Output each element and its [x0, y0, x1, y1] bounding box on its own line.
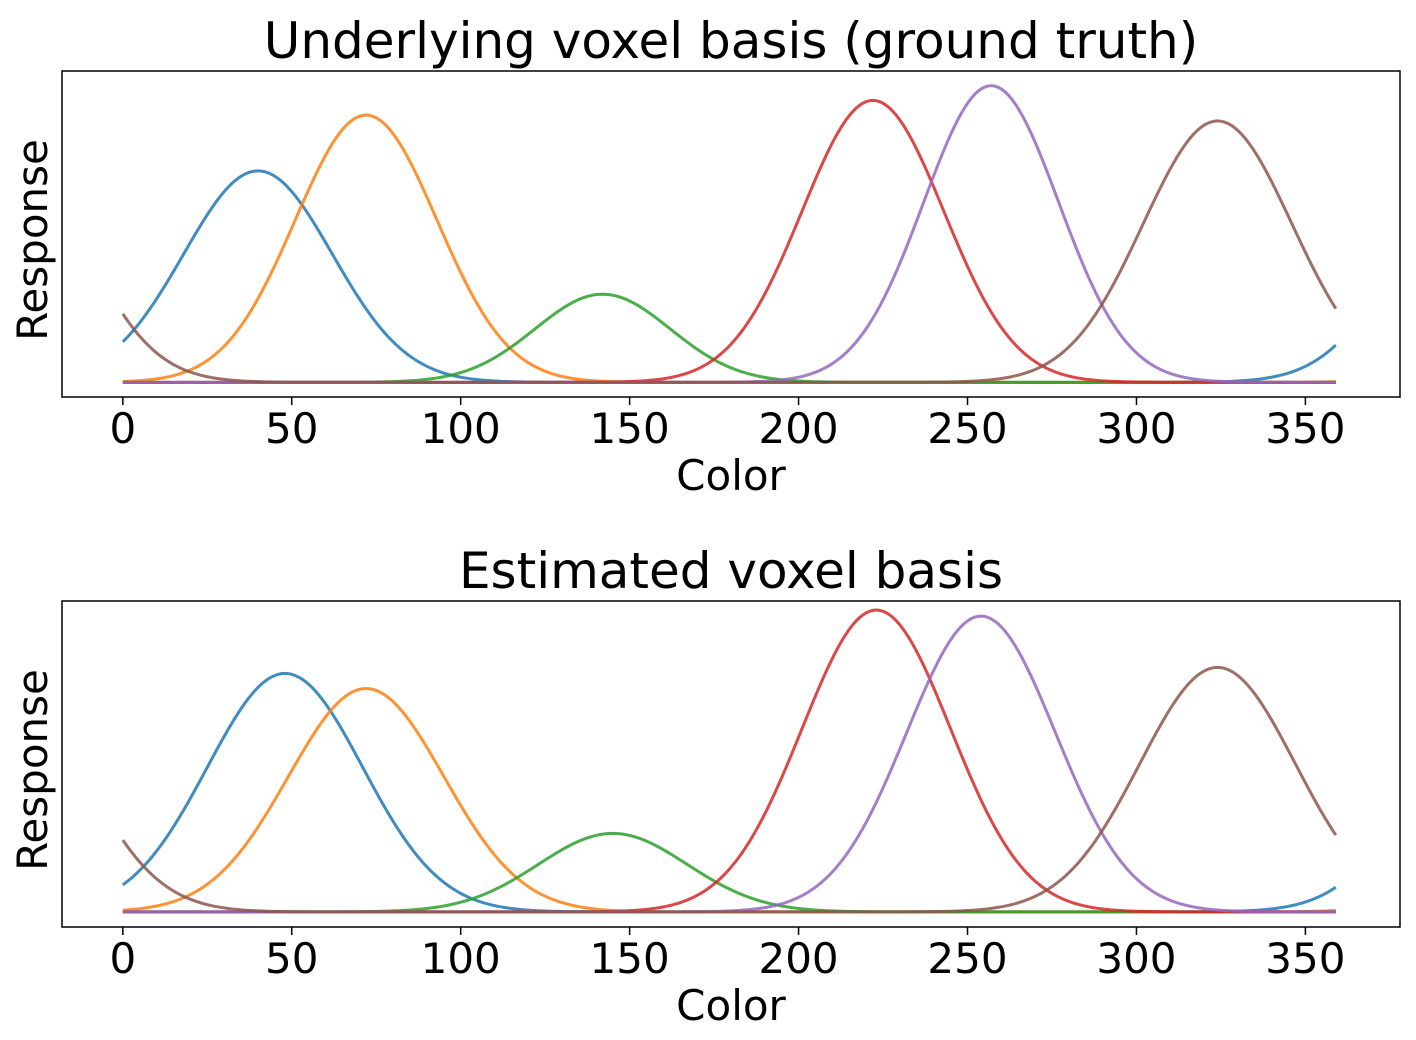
x-tick-label: 150: [590, 934, 670, 983]
x-tick-label: 50: [265, 404, 318, 453]
series-line-5: [122, 84, 1336, 384]
x-axis: 0 50 100 150 200 250 300 350: [109, 397, 1345, 453]
chart-title: Underlying voxel basis (ground truth): [264, 12, 1199, 70]
x-axis-label: Color: [676, 451, 786, 500]
series-group: [121, 608, 1338, 914]
series-line-3: [122, 831, 1336, 914]
plot-frame: [61, 600, 1401, 928]
chart-ground-truth: Underlying voxel basis (ground truth) 0 5…: [8, 12, 1401, 500]
x-tick-label: 300: [1096, 404, 1176, 453]
chart-title: Estimated voxel basis: [459, 542, 1003, 600]
x-tick-label: 350: [1265, 404, 1345, 453]
series-line-6: [121, 665, 1338, 914]
chart-estimated: Estimated voxel basis 0 50 100 150 200 250 300…: [8, 542, 1401, 1030]
x-tick-label: 200: [758, 404, 838, 453]
x-axis-label: Color: [676, 981, 786, 1030]
y-axis-label: Response: [8, 139, 57, 341]
series-line-1: [121, 671, 1337, 914]
x-tick-label: 100: [421, 404, 501, 453]
x-tick-label: 250: [927, 934, 1007, 983]
x-tick-label: 0: [109, 404, 136, 453]
x-axis: 0 50 100 150 200 250 300 350: [109, 927, 1345, 983]
plot-frame: [61, 70, 1401, 398]
series-group: [121, 84, 1338, 384]
series-line-2: [122, 113, 1336, 384]
series-line-2: [122, 687, 1336, 914]
x-tick-label: 0: [109, 934, 136, 983]
series-line-3: [122, 292, 1336, 384]
series-line-4: [122, 608, 1336, 914]
series-line-4: [122, 98, 1336, 384]
y-axis-label: Response: [8, 669, 57, 871]
x-tick-label: 100: [421, 934, 501, 983]
x-tick-label: 300: [1096, 934, 1176, 983]
x-tick-label: 350: [1265, 934, 1345, 983]
x-tick-label: 150: [590, 404, 670, 453]
x-tick-label: 200: [758, 934, 838, 983]
series-line-6: [121, 119, 1338, 384]
x-tick-label: 50: [265, 934, 318, 983]
x-tick-label: 250: [927, 404, 1007, 453]
